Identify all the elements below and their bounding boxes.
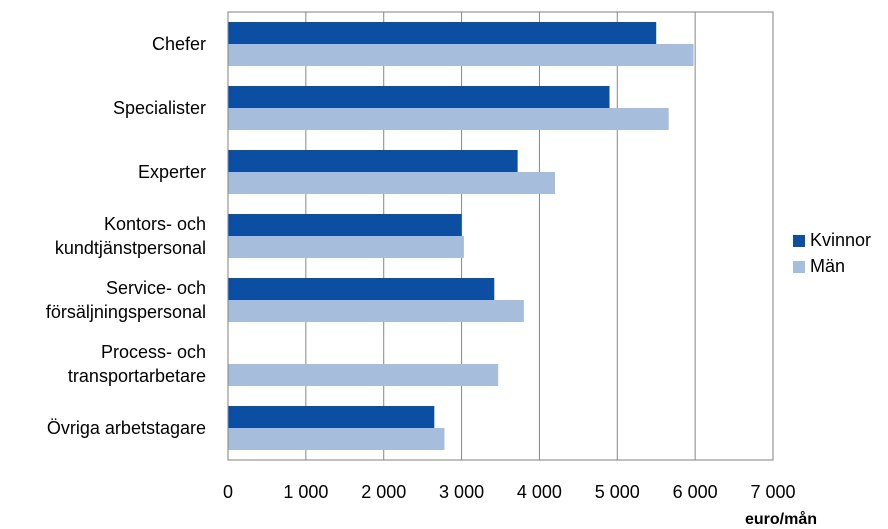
- bar-kvinnor-3: [228, 214, 462, 236]
- x-tick-label-2: 2 000: [361, 482, 406, 502]
- bars: [228, 22, 694, 450]
- category-label-5-1: transportarbetare: [68, 366, 206, 386]
- bar-man-1: [228, 108, 669, 130]
- x-axis-unit-label: euro/mån: [745, 510, 817, 528]
- legend-label-0: Kvinnor: [810, 230, 871, 250]
- category-label-6-0: Övriga arbetstagare: [47, 418, 206, 438]
- x-tick-label-5: 5 000: [595, 482, 640, 502]
- category-label-0-0: Chefer: [152, 34, 206, 54]
- legend-swatch-0: [793, 235, 805, 247]
- bar-kvinnor-0: [228, 22, 657, 44]
- category-label-4-0: Service- och: [106, 278, 206, 298]
- plot-area-frame: [227, 11, 774, 461]
- category-label-1-0: Specialister: [113, 98, 206, 118]
- bar-man-4: [228, 300, 524, 322]
- x-tick-label-3: 3 000: [439, 482, 484, 502]
- category-label-5-0: Process- och: [101, 342, 206, 362]
- x-tick-label-4: 4 000: [517, 482, 562, 502]
- legend-label-1: Män: [810, 256, 845, 276]
- category-label-3-1: kundtjänstpersonal: [55, 238, 206, 258]
- x-tick-label-1: 1 000: [283, 482, 328, 502]
- category-label-3-0: Kontors- och: [104, 214, 206, 234]
- bar-man-0: [228, 44, 694, 66]
- bar-man-3: [228, 236, 464, 258]
- bar-man-6: [228, 428, 445, 450]
- bar-man-5: [228, 364, 499, 386]
- x-tick-label-7: 7 000: [750, 482, 795, 502]
- legend: Kvinnor Män: [793, 230, 871, 276]
- x-tick-labels: 0 1 000 2 000 3 000 4 000 5 000 6 000 7 000: [223, 482, 796, 502]
- category-label-2-0: Experter: [138, 162, 206, 182]
- category-labels: Chefer Specialister Experter Kontors- och ku…: [46, 34, 206, 438]
- bar-kvinnor-1: [228, 86, 610, 108]
- x-tick-label-0: 0: [223, 482, 233, 502]
- x-tick-label-6: 6 000: [673, 482, 718, 502]
- bar-man-2: [228, 172, 555, 194]
- bar-kvinnor-6: [228, 406, 435, 428]
- bar-kvinnor-2: [228, 150, 518, 172]
- bar-kvinnor-4: [228, 278, 495, 300]
- category-label-4-1: försäljningspersonal: [46, 302, 206, 322]
- legend-swatch-1: [793, 261, 805, 273]
